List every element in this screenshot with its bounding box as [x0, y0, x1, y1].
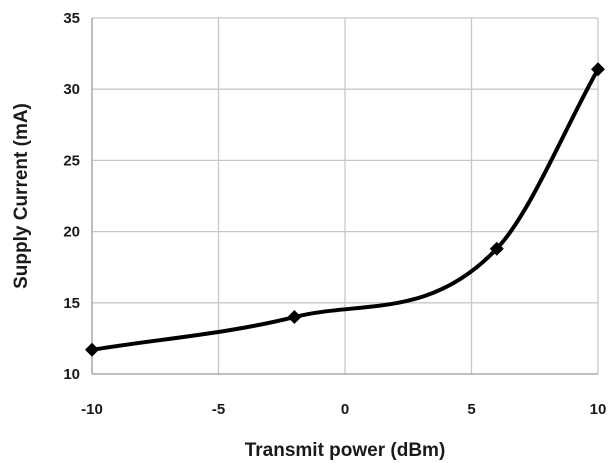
y-tick-label: 20: [63, 224, 80, 241]
data-point-marker: [287, 310, 302, 325]
x-tick-label: 0: [341, 401, 349, 418]
axes: [91, 18, 598, 375]
data-point-marker: [489, 241, 504, 256]
x-tick-label: 5: [467, 401, 475, 418]
y-tick-label: 10: [63, 366, 80, 383]
supply-current-line: [90, 67, 600, 352]
grid: [92, 17, 599, 374]
series: [90, 67, 600, 352]
y-tick-label: 15: [63, 295, 80, 312]
data-markers: [85, 62, 605, 357]
y-tick-label: 30: [63, 81, 80, 98]
x-tick-label: -10: [81, 401, 103, 418]
y-tick-label: 35: [63, 10, 80, 27]
x-tick-label: 10: [590, 401, 607, 418]
tick-labels: 10 15 20 25 30 35 -10 -5 0 5 10: [63, 10, 606, 418]
y-axis-title: Supply Current (mA): [11, 103, 32, 289]
data-point-marker: [591, 62, 605, 77]
data-point-marker: [85, 342, 99, 357]
x-axis-title: Transmit power (dBm): [245, 440, 446, 461]
x-tick-label: -5: [212, 401, 225, 418]
y-tick-label: 25: [63, 152, 80, 169]
